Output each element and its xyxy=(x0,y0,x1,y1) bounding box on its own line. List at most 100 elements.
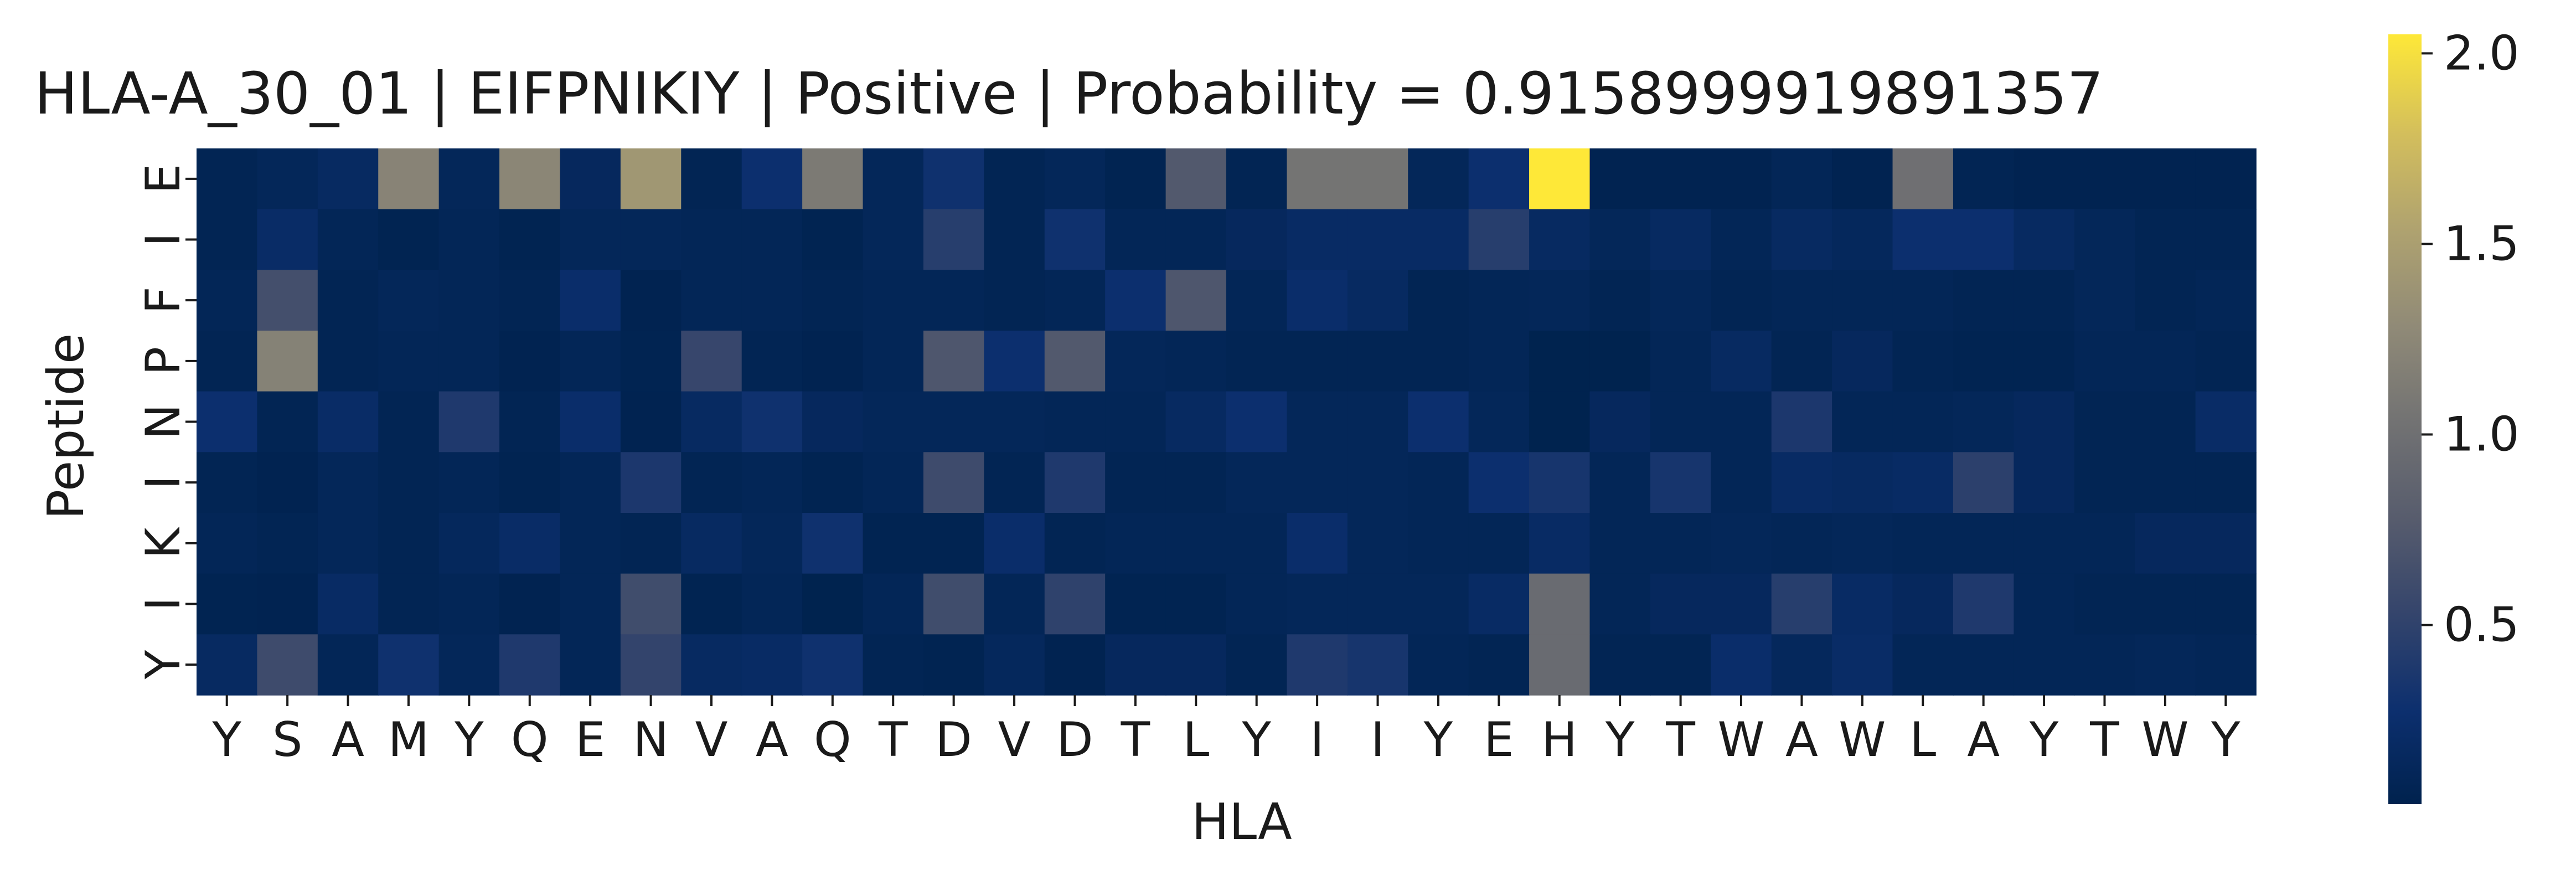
heatmap-cell xyxy=(499,270,561,331)
heatmap-cell xyxy=(620,573,682,635)
heatmap-cell xyxy=(317,634,379,696)
heatmap-cell xyxy=(378,270,440,331)
heatmap-cell xyxy=(1529,209,1591,271)
heatmap-cell xyxy=(499,634,561,696)
heatmap-cell xyxy=(1771,148,1832,210)
heatmap-cell xyxy=(620,452,682,513)
x-tick-label: N xyxy=(633,712,668,768)
heatmap-cell xyxy=(1650,573,1712,635)
heatmap-cell xyxy=(923,270,985,331)
x-tick-label: A xyxy=(756,712,788,768)
heatmap-cell xyxy=(1105,513,1166,574)
heatmap-cell xyxy=(923,513,985,574)
heatmap-cell xyxy=(923,331,985,392)
heatmap-cell xyxy=(1589,209,1651,271)
heatmap-cell xyxy=(2135,391,2196,453)
heatmap-cell xyxy=(378,573,440,635)
heatmap-cell xyxy=(984,391,1045,453)
heatmap-cell xyxy=(257,331,318,392)
heatmap-cell xyxy=(863,391,924,453)
heatmap-cell xyxy=(1347,148,1409,210)
x-tick-label: T xyxy=(1121,712,1150,768)
heatmap-cell xyxy=(378,634,440,696)
x-tick-label: W xyxy=(1839,712,1886,768)
heatmap-cell xyxy=(499,573,561,635)
heatmap-cell xyxy=(1832,634,1893,696)
heatmap-cell xyxy=(2014,573,2075,635)
heatmap-cell xyxy=(197,573,258,635)
heatmap-cell xyxy=(1347,391,1409,453)
x-tick-label: L xyxy=(1183,712,1209,768)
heatmap-cell xyxy=(1044,634,1106,696)
heatmap-cell xyxy=(681,270,742,331)
heatmap-cell xyxy=(1953,391,2015,453)
y-axis-ticks: E I F P N I K I Y xyxy=(136,164,197,680)
heatmap-cell xyxy=(438,148,500,210)
heatmap-cell xyxy=(1711,270,1772,331)
heatmap-cell xyxy=(438,634,500,696)
heatmap-cell xyxy=(2074,148,2135,210)
heatmap-cell xyxy=(317,148,379,210)
heatmap-cell xyxy=(2014,634,2075,696)
heatmap-cell xyxy=(257,513,318,574)
heatmap-cell xyxy=(1044,573,1106,635)
heatmap-cell xyxy=(863,634,924,696)
heatmap-cell xyxy=(317,452,379,513)
heatmap-cell xyxy=(741,331,803,392)
heatmap-cell xyxy=(923,634,985,696)
heatmap-cell xyxy=(1165,573,1227,635)
y-axis-label: Peptide xyxy=(37,333,95,519)
heatmap-cell xyxy=(2074,634,2135,696)
heatmap-cell xyxy=(1287,331,1348,392)
heatmap-cell xyxy=(802,391,864,453)
heatmap-cell xyxy=(1589,634,1651,696)
heatmap-cell xyxy=(560,513,621,574)
heatmap-cell xyxy=(1408,513,1469,574)
heatmap-cell xyxy=(1165,209,1227,271)
heatmap-cell xyxy=(317,391,379,453)
heatmap-cell xyxy=(1165,270,1227,331)
heatmap-cell xyxy=(197,513,258,574)
heatmap-cell xyxy=(1892,148,1954,210)
heatmap-cell xyxy=(1529,634,1591,696)
x-tick-label: D xyxy=(936,712,972,768)
heatmap-cell xyxy=(1650,634,1712,696)
heatmap-cell xyxy=(1408,573,1469,635)
heatmap-cell xyxy=(681,452,742,513)
heatmap-cell xyxy=(802,634,864,696)
heatmap-cell xyxy=(1287,270,1348,331)
heatmap-cell xyxy=(1589,270,1651,331)
x-tick-label: I xyxy=(1310,712,1324,768)
heatmap-cell xyxy=(1105,148,1166,210)
heatmap-cell xyxy=(1105,209,1166,271)
heatmap-cell xyxy=(1408,331,1469,392)
heatmap-cell xyxy=(1287,452,1348,513)
heatmap-cell xyxy=(438,452,500,513)
heatmap-cell xyxy=(1165,634,1227,696)
heatmap-cell xyxy=(2014,391,2075,453)
y-tick-label: K xyxy=(136,526,191,559)
heatmap-cell xyxy=(1711,573,1772,635)
x-tick-label: V xyxy=(998,712,1031,768)
heatmap-cell xyxy=(802,452,864,513)
heatmap-cell xyxy=(1953,634,2015,696)
heatmap-cell xyxy=(1287,634,1348,696)
heatmap-cell xyxy=(1287,148,1348,210)
x-tick-label: W xyxy=(2141,712,2188,768)
heatmap-cell xyxy=(560,391,621,453)
heatmap-cell xyxy=(2195,452,2257,513)
x-tick-label: Y xyxy=(2211,712,2241,768)
heatmap-cell xyxy=(257,573,318,635)
x-tick-label: Y xyxy=(1241,712,1271,768)
heatmap-cell xyxy=(197,452,258,513)
heatmap-cell xyxy=(802,513,864,574)
heatmap-cell xyxy=(257,634,318,696)
heatmap-cell xyxy=(1347,270,1409,331)
heatmap-cell xyxy=(2014,270,2075,331)
x-tick-label: Y xyxy=(2029,712,2059,768)
heatmap-cell xyxy=(1953,513,2015,574)
heatmap-cell xyxy=(1711,513,1772,574)
heatmap-cell xyxy=(378,452,440,513)
heatmap-cell xyxy=(1589,331,1651,392)
